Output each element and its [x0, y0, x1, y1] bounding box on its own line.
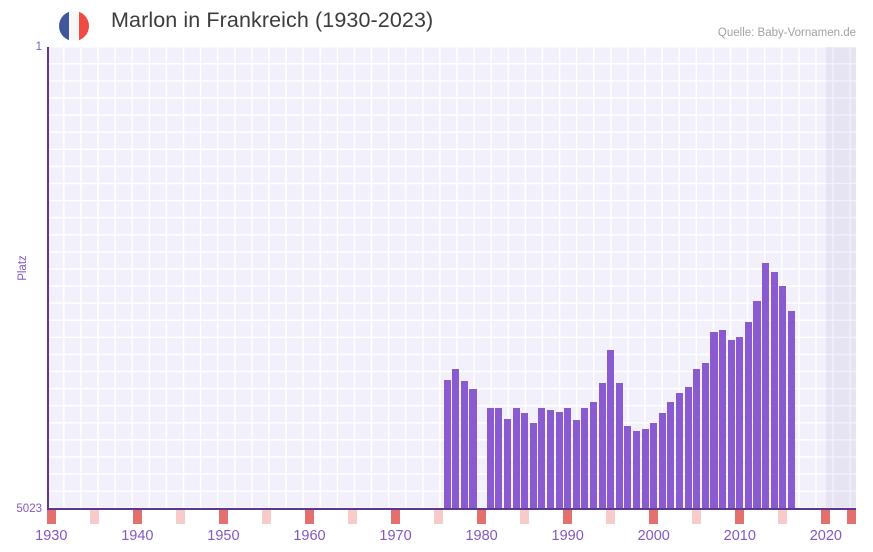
bar	[564, 407, 572, 509]
bar	[555, 412, 563, 509]
source-credit: Quelle: Baby-Vornamen.de	[717, 27, 856, 39]
bar	[460, 380, 468, 509]
bar	[469, 389, 477, 509]
bar	[443, 379, 451, 509]
x-tick-label: 1950	[207, 528, 240, 544]
bar	[770, 272, 778, 509]
bar	[684, 387, 692, 509]
bar-series	[47, 47, 856, 509]
x-tick-major	[46, 510, 56, 524]
bar	[727, 340, 735, 509]
bar	[503, 418, 511, 509]
bar	[581, 408, 589, 509]
x-tick-minor	[520, 510, 530, 524]
flag-band-blue	[59, 11, 69, 41]
bar	[693, 368, 701, 509]
france-flag-icon	[59, 11, 89, 41]
bar	[572, 420, 580, 509]
bar	[787, 310, 795, 509]
x-tick-major	[563, 510, 573, 524]
bar	[676, 392, 684, 509]
x-tick-minor	[89, 510, 99, 524]
x-tick-major	[391, 510, 401, 524]
x-tick-minor	[606, 510, 616, 524]
bar	[633, 430, 641, 509]
bar	[658, 413, 666, 509]
bar	[779, 286, 787, 509]
y-axis-line	[47, 47, 49, 510]
x-tick-major	[132, 510, 142, 524]
bar	[486, 408, 494, 509]
x-tick-major	[649, 510, 659, 524]
bar	[495, 407, 503, 509]
bar	[701, 363, 709, 509]
bar	[650, 423, 658, 509]
x-tick-minor	[175, 510, 185, 524]
x-tick-major	[477, 510, 487, 524]
x-axis-line	[47, 508, 856, 510]
bar	[753, 300, 761, 509]
y-axis-bottom-label: 5023	[16, 503, 42, 515]
bar	[744, 321, 752, 509]
x-tick-label: 2020	[809, 528, 843, 544]
x-tick-major	[304, 510, 314, 524]
bar	[615, 382, 623, 509]
x-tick-label: 1970	[379, 528, 412, 544]
flag-band-white	[69, 11, 79, 41]
y-axis-top-label: 1	[35, 41, 42, 53]
bar	[641, 428, 649, 509]
bar	[512, 408, 520, 509]
x-tick-minor	[692, 510, 702, 524]
x-tick-label: 2000	[637, 528, 670, 544]
x-tick-minor	[261, 510, 271, 524]
bar	[529, 423, 537, 509]
x-tick-major	[735, 510, 745, 524]
x-tick-label: 1990	[551, 528, 584, 544]
chart-title: Marlon in Frankreich (1930-2023)	[111, 8, 434, 32]
x-tick-label: 1960	[293, 528, 326, 544]
bar	[719, 330, 727, 509]
bar	[521, 413, 529, 509]
x-tick-label: 2010	[723, 528, 756, 544]
x-tick-end	[847, 510, 856, 524]
bar	[598, 382, 606, 509]
bar	[762, 263, 770, 509]
bar	[607, 349, 615, 509]
bar	[546, 410, 554, 509]
chart-header: Marlon in Frankreich (1930-2023) Quelle:…	[0, 0, 873, 44]
x-tick-minor	[778, 510, 788, 524]
x-tick-minor	[348, 510, 358, 524]
bar	[538, 408, 546, 509]
x-tick-label: 1930	[35, 528, 68, 544]
x-tick-minor	[434, 510, 444, 524]
x-tick-major	[821, 510, 831, 524]
x-tick-label: 1980	[465, 528, 498, 544]
flag-band-red	[78, 11, 89, 41]
bar	[624, 425, 632, 509]
bar	[589, 402, 598, 509]
bar	[710, 332, 718, 509]
bar	[736, 336, 744, 509]
bar	[667, 402, 675, 509]
bar	[452, 368, 460, 509]
x-tick-major	[218, 510, 228, 524]
x-tick-label: 1940	[121, 528, 154, 544]
